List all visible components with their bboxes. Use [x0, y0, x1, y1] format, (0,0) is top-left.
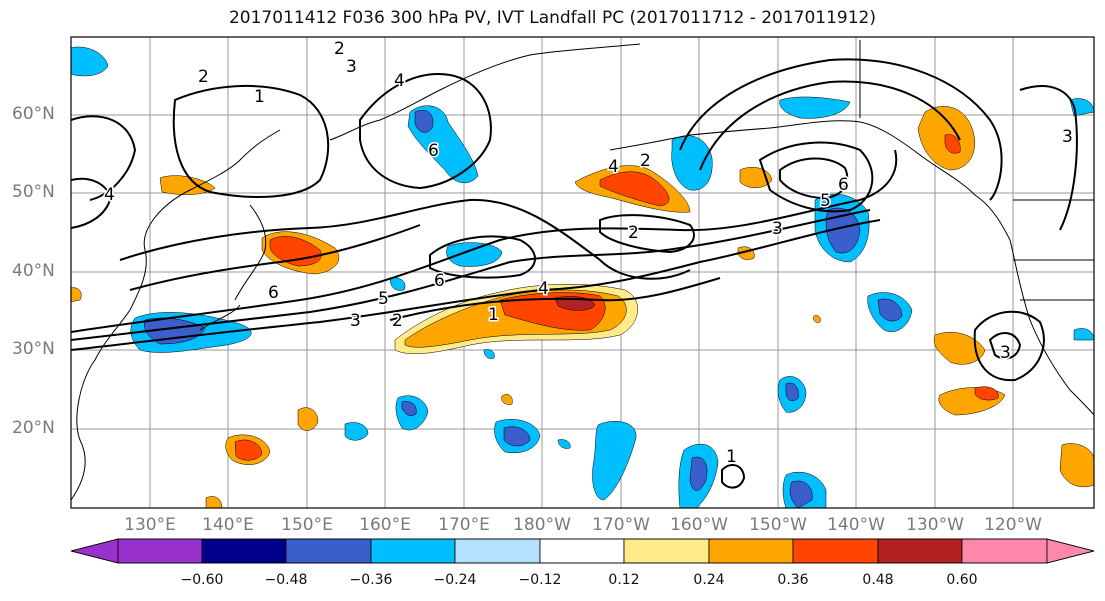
lon-label: 120°W	[984, 515, 1042, 535]
lon-label: 140°E	[202, 515, 254, 535]
colorbar-tick-label: 0.24	[693, 572, 725, 588]
ivt-shading	[71, 46, 1094, 508]
colorbar-swatch	[370, 538, 456, 564]
lon-label: 180°W	[513, 515, 571, 535]
contour-labels: 2 3 4 1 2 4 6 6 4 2 3 6 5 6 5 3 2 4 1 2 …	[103, 38, 1075, 469]
plot-frame	[70, 36, 1095, 509]
lat-label: 50°N	[12, 182, 55, 202]
lat-label: 20°N	[12, 418, 55, 438]
contour-label: 2	[198, 67, 209, 87]
colorbar-swatch	[539, 538, 625, 564]
contour-label: 6	[428, 141, 439, 161]
colorbar-tick-label: −0.48	[264, 572, 308, 588]
colorbar-outline	[70, 538, 1095, 564]
contour-label: 5	[378, 289, 389, 309]
lon-label: 170°W	[592, 515, 650, 535]
contour-label: 6	[838, 175, 849, 195]
contour-label: 2	[640, 151, 651, 171]
contour-label: 6	[434, 271, 445, 291]
lon-label: 160°W	[670, 515, 728, 535]
colorbar-tick-label: 0.60	[946, 572, 978, 588]
lon-label: 150°E	[281, 515, 333, 535]
lon-label: 150°W	[749, 515, 807, 535]
lon-label: 160°E	[359, 515, 411, 535]
colorbar-swatch	[201, 538, 287, 564]
colorbar-extend-high	[1046, 538, 1095, 564]
colorbar-swatch	[961, 538, 1048, 564]
lat-label: 40°N	[12, 261, 55, 281]
colorbar-extend-low	[70, 538, 119, 564]
contour-label: 1	[254, 87, 265, 107]
colorbar-tick-label: 0.36	[777, 572, 809, 588]
contour-label: 1	[488, 305, 499, 325]
colorbar-swatch	[454, 538, 541, 564]
contour-label: 3	[1062, 127, 1073, 147]
colorbar-tick-label: −0.12	[518, 572, 562, 588]
contour-label: 4	[538, 279, 549, 299]
contour-label: 2	[334, 39, 345, 59]
colorbar-swatch	[792, 538, 879, 564]
pv-contours	[71, 58, 1078, 489]
colorbar-tick-label: −0.36	[349, 572, 393, 588]
colorbar	[70, 538, 1095, 564]
colorbar-swatch	[708, 538, 794, 564]
contour-label: 3	[772, 219, 783, 239]
lon-label: 130°W	[906, 515, 964, 535]
colorbar-swatch	[285, 538, 372, 564]
contour-label: 4	[608, 157, 619, 177]
colorbar-swatch	[877, 538, 963, 564]
colorbar-swatch	[623, 538, 710, 564]
colorbar-tick-label: −0.60	[180, 572, 224, 588]
contour-label: 3	[346, 57, 357, 77]
lat-label: 30°N	[12, 339, 55, 359]
coastlines	[71, 40, 1094, 501]
contour-label: 4	[104, 185, 115, 205]
contour-label: 2	[392, 311, 403, 331]
map-title: 2017011412 F036 300 hPa PV, IVT Landfall…	[228, 8, 876, 28]
contour-label: 1	[726, 447, 737, 467]
lat-label: 60°N	[12, 104, 55, 124]
colorbar-tick-label: 0.48	[862, 572, 894, 588]
contour-label: 6	[268, 283, 279, 303]
contour-label: 3	[350, 311, 361, 331]
contour-label: 3	[1000, 343, 1011, 363]
lon-label: 140°W	[827, 515, 885, 535]
contour-label: 5	[820, 191, 831, 211]
contour-label: 2	[628, 223, 639, 243]
colorbar-swatch	[117, 538, 203, 564]
contour-label: 4	[394, 71, 405, 91]
lon-label: 170°E	[438, 515, 490, 535]
lon-label: 130°E	[124, 515, 176, 535]
colorbar-tick-label: −0.24	[433, 572, 477, 588]
colorbar-tick-label: 0.12	[608, 572, 640, 588]
